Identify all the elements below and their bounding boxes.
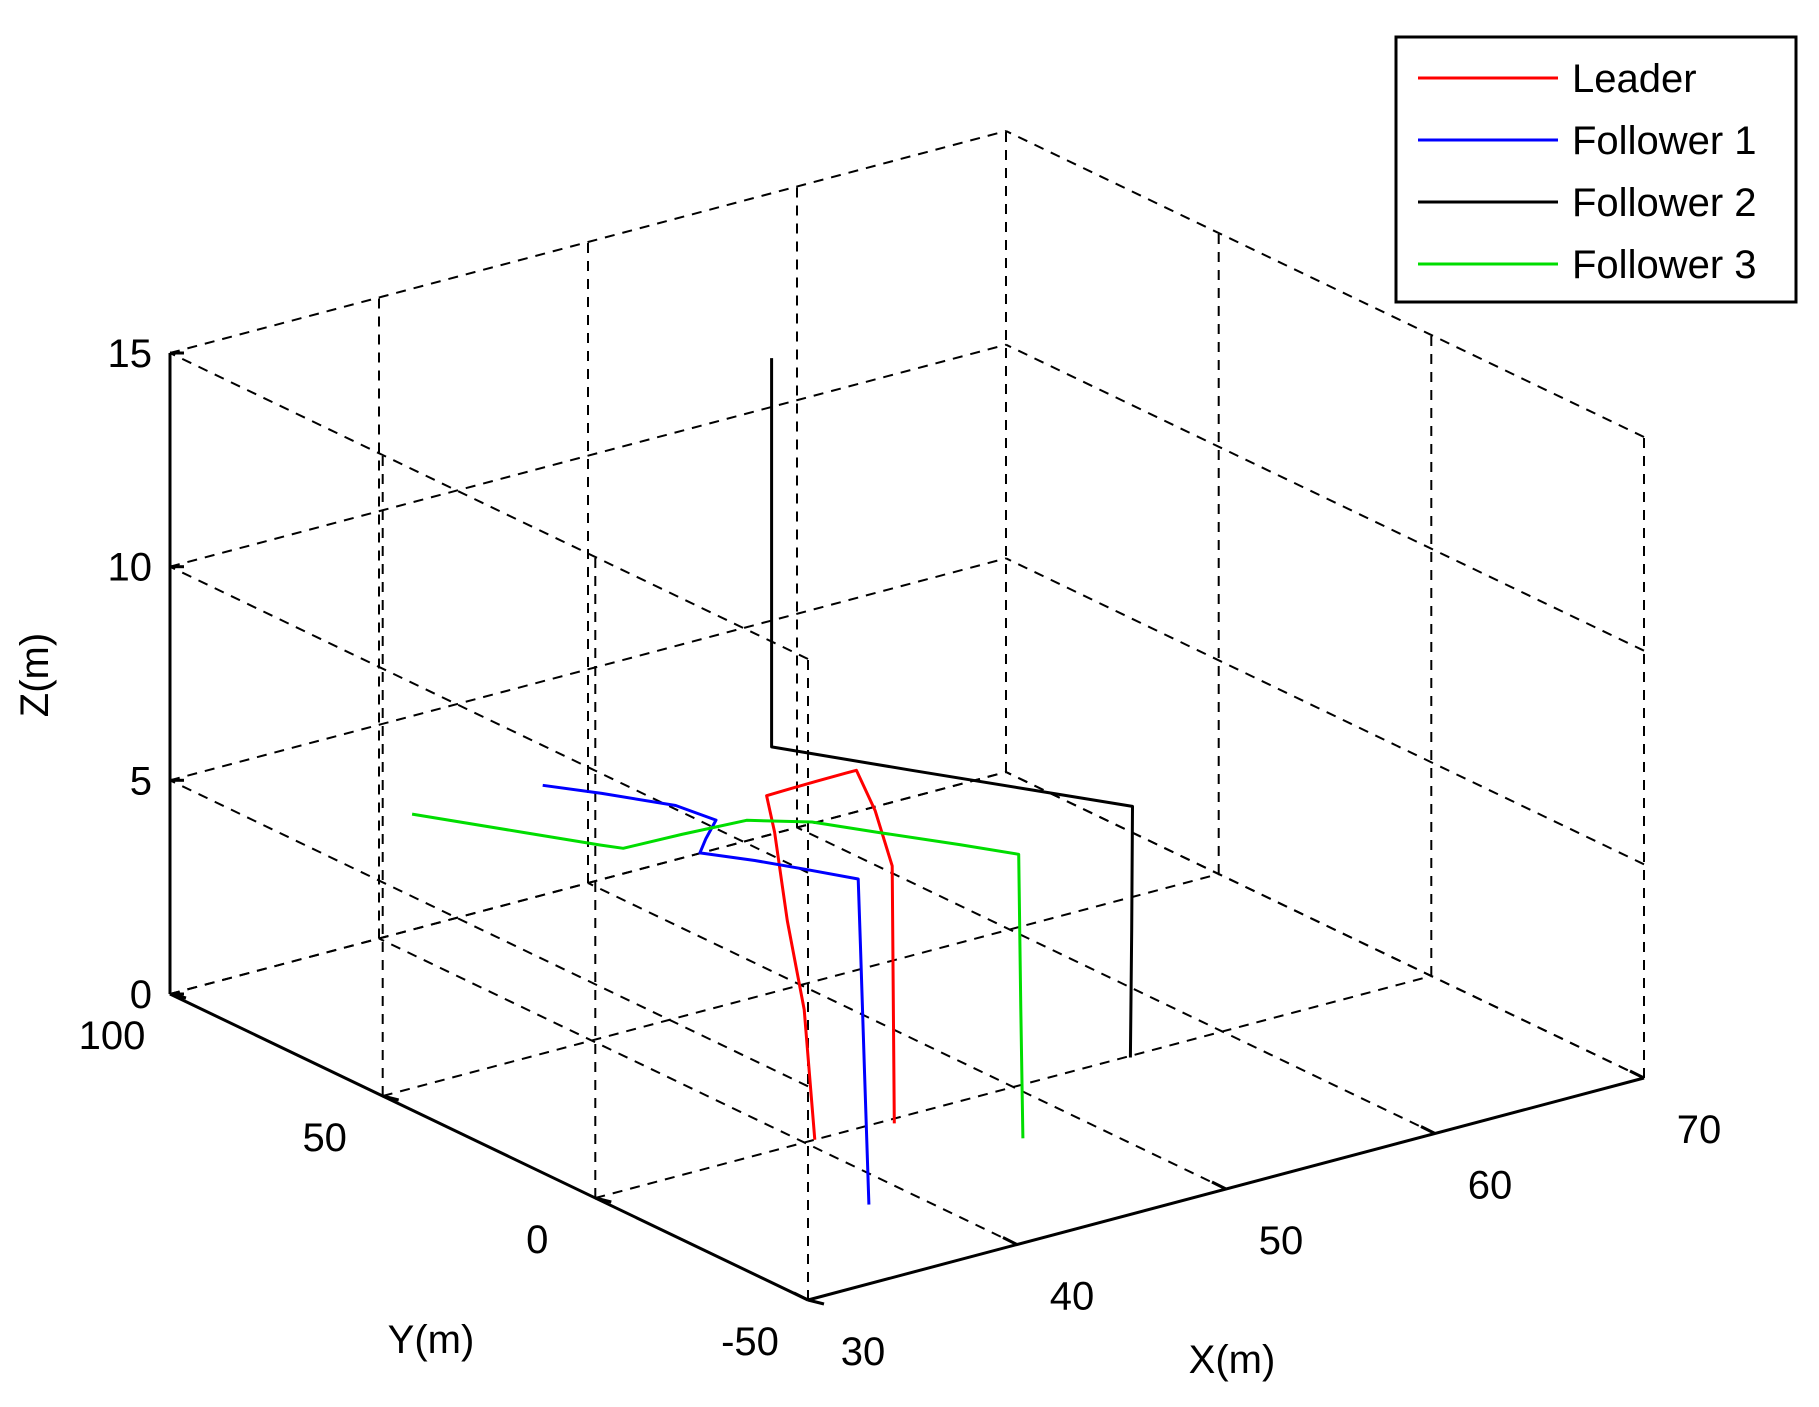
grid-layer: [169, 130, 1645, 1301]
grid-line: [378, 937, 1018, 1246]
grid-line: [1005, 771, 1645, 1079]
x-axis-label: X(m): [1189, 1338, 1276, 1382]
grid-line: [1005, 343, 1645, 652]
y-tick-label: 50: [302, 1116, 347, 1160]
x-tick-label: 60: [1468, 1164, 1513, 1208]
x-tick-mark: [1002, 1236, 1018, 1246]
series-line-3: [770, 358, 1134, 1058]
y-tick-mark: [807, 1298, 825, 1306]
grid-line: [796, 826, 1436, 1135]
grid-line: [169, 565, 809, 874]
x-tick-mark: [1629, 1069, 1645, 1080]
series-line-4: [411, 812, 1025, 1139]
series-line-2: [542, 783, 871, 1205]
grid-line: [169, 352, 809, 660]
y-axis-label: Y(m): [388, 1318, 475, 1362]
legend-box: [1394, 35, 1798, 304]
grid-line: [595, 975, 1432, 1199]
z-tick-label: 15: [108, 332, 153, 376]
grid-line: [587, 882, 1227, 1190]
legend-label: Follower 3: [1572, 243, 1757, 287]
x-tick-mark: [1211, 1180, 1227, 1191]
y-tick-mark: [382, 1094, 400, 1102]
axes-layer: [168, 351, 1645, 1306]
grid-line: [1005, 130, 1645, 438]
y-tick-mark: [594, 1196, 612, 1204]
z-axis-label: Z(m): [13, 633, 57, 717]
x-tick-label: 40: [1050, 1275, 1095, 1319]
legend-label: Follower 1: [1572, 119, 1757, 163]
legend: Leader Follower 1 Follower 2 Follower 3: [1394, 35, 1798, 304]
x-tick-label: 50: [1259, 1219, 1304, 1263]
series-layer: [411, 358, 1134, 1205]
grid-line: [169, 779, 809, 1088]
x-tick-label: 30: [841, 1330, 886, 1374]
x-tick-mark: [1420, 1125, 1436, 1135]
legend-label: Follower 2: [1572, 181, 1757, 225]
x-tick-mark: [793, 1291, 809, 1302]
grid-line: [169, 557, 1007, 782]
y-tick-label: 100: [79, 1014, 146, 1058]
y-axis-line: [169, 992, 809, 1302]
grid-line: [1005, 557, 1645, 866]
y-tick-label: 0: [526, 1218, 548, 1262]
z-tick-label: 10: [108, 546, 153, 590]
z-tick-label: 0: [130, 973, 152, 1017]
z-tick-label: 5: [130, 759, 152, 803]
grid-line: [169, 343, 1007, 568]
x-tick-label: 70: [1677, 1108, 1722, 1152]
grid-line: [169, 130, 1007, 354]
series-line-1: [765, 768, 896, 1140]
y-tick-label: -50: [721, 1320, 779, 1364]
grid-line: [169, 771, 1007, 995]
legend-label: Leader: [1572, 57, 1697, 101]
